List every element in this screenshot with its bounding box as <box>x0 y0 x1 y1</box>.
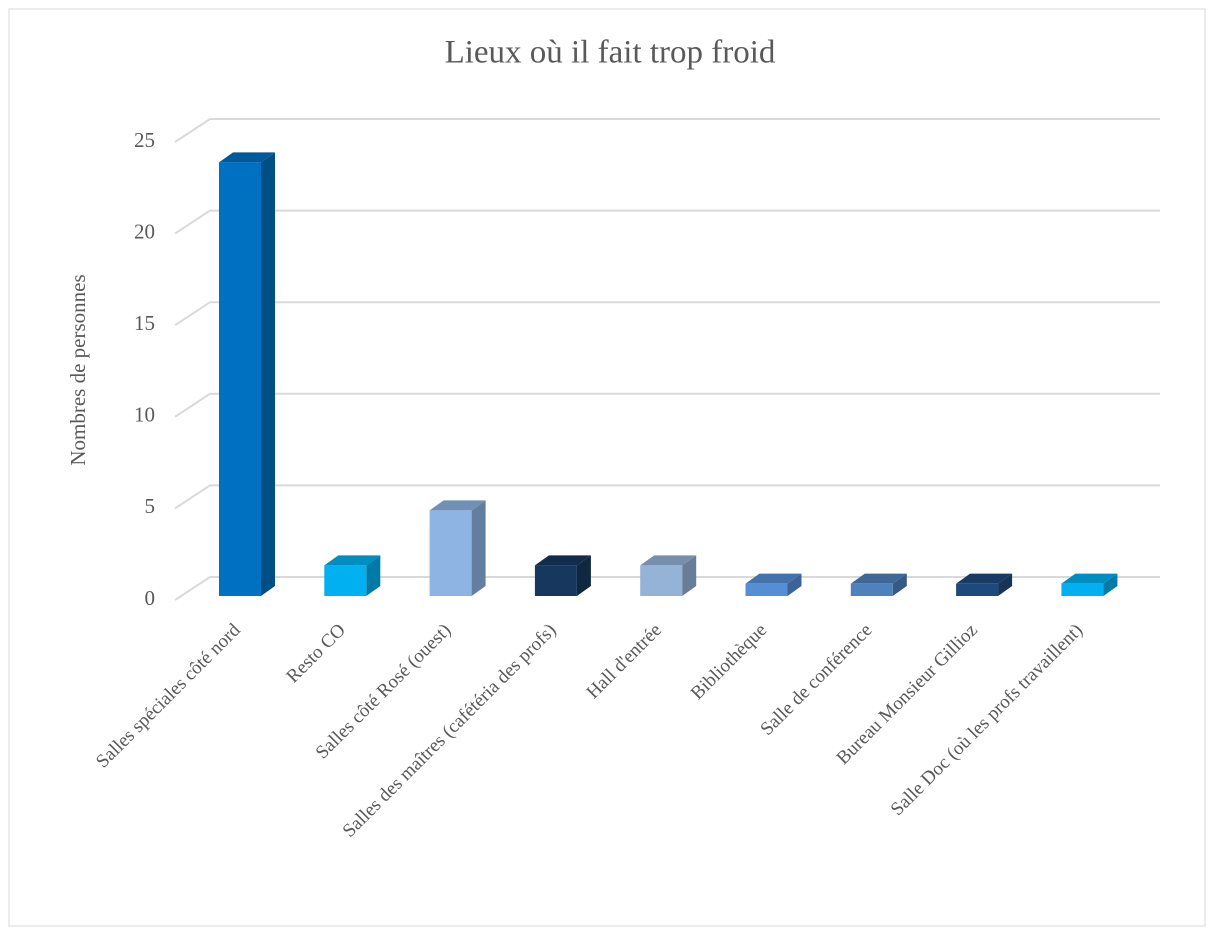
y-tick-label: 5 <box>145 494 156 518</box>
y-tick-label: 10 <box>134 403 155 427</box>
bar-side <box>682 555 697 596</box>
y-axis-label: Nombres de personnes <box>66 274 90 465</box>
y-tick-label: 15 <box>134 311 155 335</box>
bar <box>850 583 893 596</box>
y-tick-label: 20 <box>134 219 155 243</box>
bar-side <box>892 573 907 596</box>
bar-side <box>998 573 1013 596</box>
chart-title: Lieux où il fait trop froid <box>445 35 776 71</box>
bar-top <box>324 555 381 566</box>
bar-side <box>471 500 486 596</box>
bar <box>1061 583 1104 596</box>
bar <box>534 565 577 596</box>
bar-top <box>534 555 591 566</box>
grid-line <box>174 118 1160 143</box>
chart-border <box>8 8 1206 927</box>
bar-top <box>429 500 486 511</box>
bar-top <box>1061 573 1118 584</box>
grid-line <box>174 576 1160 601</box>
bar-side <box>261 152 275 596</box>
bar-side <box>1103 573 1118 596</box>
bar <box>640 565 683 596</box>
bar-top <box>850 573 907 584</box>
bar <box>956 583 999 596</box>
bar <box>324 565 367 596</box>
bar-top <box>745 573 802 584</box>
grid-line <box>174 209 1160 235</box>
bar-side <box>787 573 802 596</box>
grid-line <box>174 392 1160 418</box>
grid-line <box>174 484 1160 510</box>
bar <box>745 583 788 596</box>
bar-top <box>956 573 1013 584</box>
y-tick-label: 0 <box>145 586 156 610</box>
bar-top <box>219 152 275 163</box>
bar <box>219 162 261 596</box>
bar <box>429 510 472 596</box>
bar-side <box>576 555 591 596</box>
grid-line <box>174 301 1160 327</box>
bar-top <box>640 555 697 566</box>
bar-side <box>366 555 381 596</box>
y-tick-label: 25 <box>134 128 155 152</box>
